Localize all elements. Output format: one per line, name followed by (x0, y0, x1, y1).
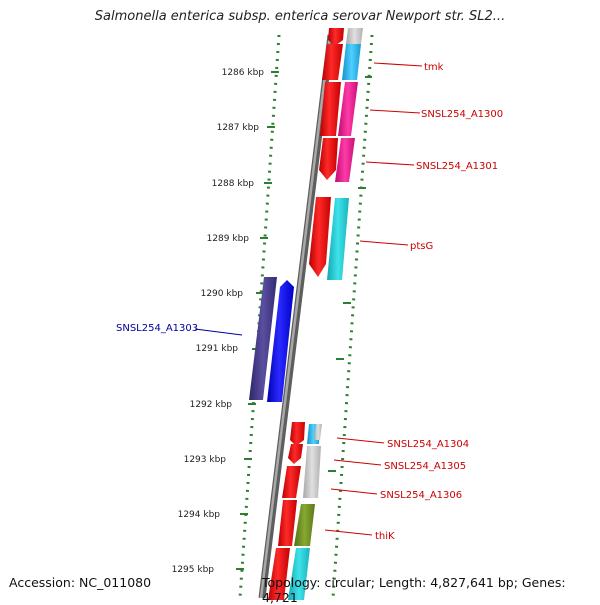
cds-arrow-a1300 (320, 82, 341, 136)
cds-arrow-tmk (322, 44, 343, 80)
cds-arrow-a1303-cog (249, 277, 277, 400)
gene-label-tmk: tmk (424, 62, 444, 73)
tick-label-1294: 1294 kbp (178, 510, 221, 520)
genome-title: Salmonella enterica subsp. enterica sero… (94, 9, 506, 24)
gene-label-a1305: SNSL254_A1305 (384, 461, 466, 472)
tick-label-1289: 1289 kbp (207, 234, 250, 244)
sequence-backbone (258, 34, 335, 599)
cds-arrow-a1301 (319, 138, 338, 180)
tick-label-1293: 1293 kbp (184, 455, 227, 465)
gene-label-a1303: SNSL254_A1303 (116, 323, 198, 334)
gene-labels: tmk SNSL254_A1300 SNSL254_A1301 ptsG SNS… (116, 62, 503, 542)
tick-label-1295: 1295 kbp (172, 565, 215, 575)
cds-arrow-bottom (268, 548, 290, 600)
label-connectors (194, 62, 423, 536)
gene-label-ptsg: ptsG (410, 241, 433, 252)
cds-arrow-ptsg (309, 197, 331, 277)
cds-arrow-thik (278, 500, 297, 546)
accession-text: Accession: NC_011080 (9, 575, 152, 590)
cds-arrow-a1305 (288, 444, 303, 464)
gene-label-a1306: SNSL254_A1306 (380, 490, 462, 501)
cds-arrow-a1303 (267, 280, 294, 402)
cds-arrow-top (328, 28, 344, 46)
tick-label-1288: 1288 kbp (212, 179, 255, 189)
right-ticks (328, 76, 372, 472)
cds-arrow-a1306 (282, 466, 301, 498)
gene-label-a1301: SNSL254_A1301 (416, 161, 498, 172)
tick-label-1291: 1291 kbp (196, 344, 239, 354)
kbp-labels: 1286 kbp 1287 kbp 1288 kbp 1289 kbp 1290… (172, 68, 265, 575)
cds-arrow-a1304 (290, 422, 305, 446)
topology-text: Topology: circular; Length: 4,827,641 bp… (262, 575, 566, 605)
tick-label-1292: 1292 kbp (190, 400, 233, 410)
gene-label-a1304: SNSL254_A1304 (387, 439, 469, 450)
tick-label-1287: 1287 kbp (217, 123, 260, 133)
gene-label-a1300: SNSL254_A1300 (421, 109, 503, 120)
tick-label-1290: 1290 kbp (201, 289, 244, 299)
gene-label-thik: thiK (375, 531, 395, 542)
cog-bars (288, 28, 363, 600)
reverse-features (249, 277, 294, 402)
tick-label-1286: 1286 kbp (222, 68, 265, 78)
cds-features (268, 28, 344, 600)
